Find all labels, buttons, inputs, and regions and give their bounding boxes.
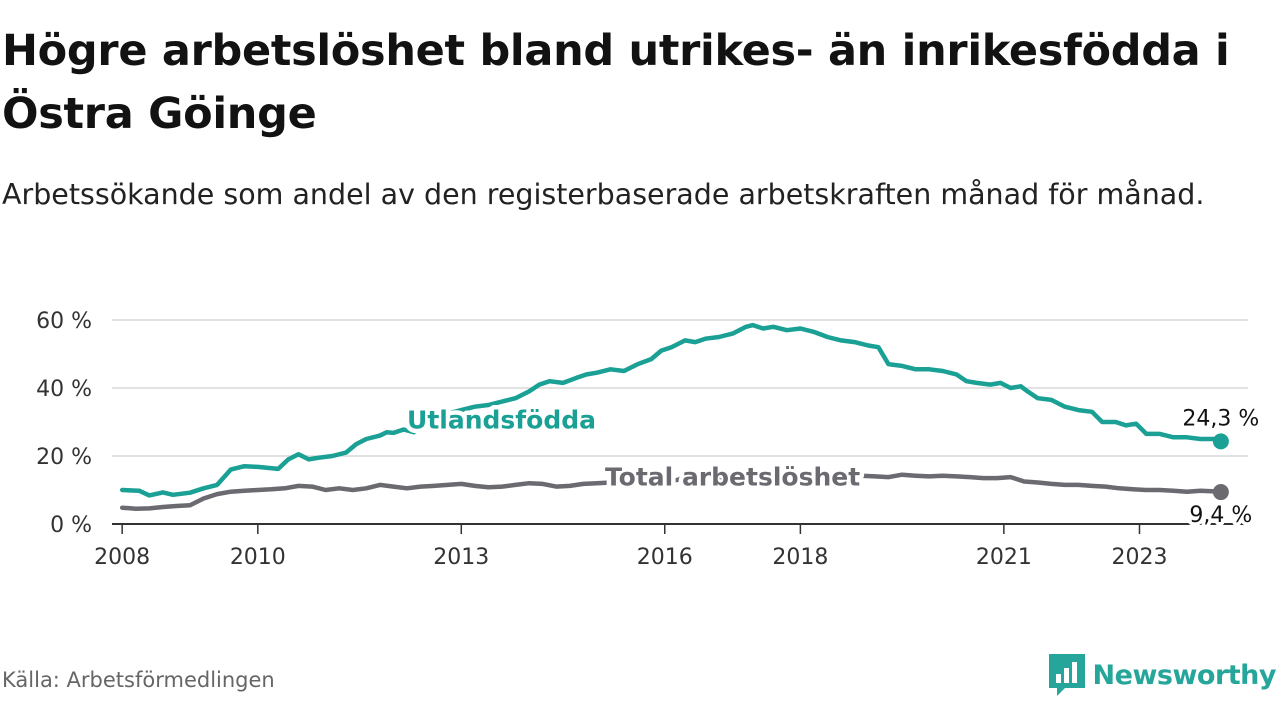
brand-name: Newsworthy bbox=[1092, 659, 1277, 691]
series-end-point bbox=[1212, 484, 1229, 501]
y-axis: 0 % 20 % 40 % 60 % bbox=[36, 309, 92, 538]
brand-logo: Newsworthy bbox=[1048, 652, 1277, 698]
x-axis: 2008 2010 2013 2016 2018 2021 2023 bbox=[94, 523, 1248, 570]
end-value-label-halo: 24,3 % bbox=[1182, 406, 1259, 431]
series-label: Total arbetslöshet bbox=[605, 462, 860, 491]
source-note: Källa: Arbetsförmedlingen bbox=[2, 668, 275, 692]
y-tick-label: 20 % bbox=[36, 445, 92, 470]
newsworthy-logo-icon bbox=[1048, 654, 1085, 696]
y-tick-label: 40 % bbox=[36, 377, 92, 402]
x-tick-label: 2008 bbox=[94, 545, 150, 570]
grid-layer bbox=[112, 319, 1248, 457]
series-line-utlandsfodda bbox=[119, 322, 1224, 498]
series-end-point bbox=[1212, 433, 1229, 450]
series-label-halo: Total arbetslöshet bbox=[605, 462, 860, 491]
series-label: Utlandsfödda bbox=[407, 405, 596, 434]
end-value-label-halo: 9,4 % bbox=[1189, 503, 1252, 528]
x-tick-label: 2023 bbox=[1111, 545, 1167, 570]
series-label-halo: Utlandsfödda bbox=[407, 405, 596, 434]
end-value-label: 24,3 % bbox=[1182, 406, 1259, 431]
y-tick-label: 60 % bbox=[36, 309, 92, 334]
x-tick-label: 2018 bbox=[772, 545, 828, 570]
x-tick-label: 2016 bbox=[637, 545, 693, 570]
end-value-label: 9,4 % bbox=[1189, 503, 1252, 528]
x-tick-label: 2021 bbox=[976, 545, 1032, 570]
x-tick-label: 2013 bbox=[433, 545, 489, 570]
x-tick-label: 2010 bbox=[230, 545, 286, 570]
chart-title: Högre arbetslöshet bland utrikes- än inr… bbox=[2, 26, 1230, 139]
series-layer bbox=[119, 322, 1229, 511]
chart-subtitle: Arbetssökande som andel av den registerb… bbox=[2, 178, 1205, 211]
series-line-total bbox=[119, 472, 1224, 511]
y-tick-label: 0 % bbox=[50, 513, 92, 538]
